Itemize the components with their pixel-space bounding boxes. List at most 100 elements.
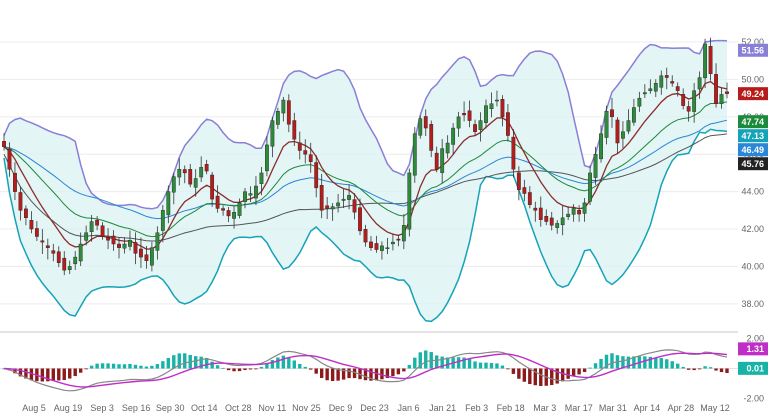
- candle-body: [314, 162, 319, 189]
- price-badge-label: 1.31: [746, 344, 764, 354]
- date-tick-label: Jan 6: [398, 403, 420, 413]
- macd-histogram-bar: [440, 356, 444, 369]
- macd-histogram-bar: [363, 368, 368, 381]
- macd-histogram-bar: [336, 368, 340, 381]
- date-tick-label: Apr 28: [668, 403, 695, 413]
- candle-body: [445, 142, 450, 154]
- candle-body: [122, 243, 127, 249]
- date-tick-label: Feb 3: [465, 403, 488, 413]
- candle-body: [484, 105, 488, 123]
- candle-body: [407, 172, 412, 230]
- candle-body: [549, 217, 554, 226]
- macd-histogram-bar: [681, 366, 685, 369]
- macd-histogram-bar: [78, 368, 83, 373]
- date-axis: Aug 5 Aug 19 Sep 3 Sep 16 Sep 30 Oct 14 Oct 28…: [22, 403, 730, 413]
- macd-histogram-bar: [626, 356, 631, 369]
- candle-body: [615, 119, 620, 144]
- candle-body: [703, 43, 707, 79]
- candle-body: [456, 116, 461, 129]
- macd-histogram-bar: [588, 367, 592, 369]
- date-tick-label: Dec 23: [360, 403, 389, 413]
- macd-histogram-bar: [676, 363, 680, 369]
- macd-histogram-bar: [210, 361, 214, 369]
- macd-axis: 2.00 -2.00: [743, 334, 764, 404]
- candle-body: [418, 118, 423, 136]
- candle-body: [210, 174, 215, 200]
- macd-histogram-bar: [139, 365, 143, 369]
- macd-histogram-bar: [73, 368, 77, 377]
- macd-histogram-bar: [292, 360, 296, 369]
- price-badge: [738, 129, 768, 143]
- candle-body: [604, 111, 609, 138]
- macd-histogram-bar: [232, 368, 236, 372]
- candle-body: [128, 240, 132, 247]
- candle-body: [325, 205, 330, 209]
- price-tick-label: 44.00: [741, 187, 764, 197]
- macd-histogram-bar: [166, 358, 171, 369]
- candle-body: [100, 225, 105, 237]
- macd-histogram-bar: [215, 365, 220, 369]
- macd-histogram-bar: [489, 362, 494, 369]
- candle-body: [675, 86, 680, 91]
- price-tick-label: 52.00: [741, 37, 764, 47]
- macd-histogram-bar: [369, 368, 373, 381]
- macd-histogram-bar: [106, 363, 110, 369]
- macd-histogram-bar: [456, 357, 461, 369]
- macd-histogram-bar: [254, 368, 258, 370]
- macd-histogram-bar: [303, 366, 307, 369]
- candle-body: [281, 99, 286, 114]
- candle-body: [270, 120, 275, 147]
- price-badge-label: 47.74: [741, 117, 764, 127]
- price-badge: [738, 157, 768, 171]
- candle-body: [95, 219, 100, 226]
- macd-histogram-bar: [478, 362, 483, 369]
- macd-histogram-bar: [122, 364, 127, 369]
- price-badge-label: 45.76: [741, 159, 764, 169]
- macd-histogram-bar: [714, 368, 718, 371]
- date-tick-label: Aug 5: [22, 403, 46, 413]
- macd-histogram-bar: [522, 368, 527, 382]
- macd-histogram-bar: [199, 356, 203, 369]
- candle-body: [593, 154, 598, 178]
- price-tick-label: 38.00: [741, 299, 764, 309]
- macd-histogram-bar: [341, 368, 346, 380]
- macd-histogram-bar: [309, 368, 313, 370]
- macd-histogram-bar: [391, 368, 395, 377]
- candle-body: [243, 191, 247, 202]
- macd-histogram-bar: [183, 353, 187, 369]
- macd-histogram-bar: [84, 368, 88, 370]
- macd-histogram-bar: [632, 356, 636, 369]
- macd-histogram-bar: [418, 352, 422, 369]
- macd-histogram: [0, 350, 738, 387]
- candle-body: [637, 97, 642, 107]
- macd-histogram-bar: [111, 363, 116, 369]
- macd-histogram-bar: [352, 368, 357, 379]
- macd-histogram-bar: [314, 368, 318, 374]
- candle-body: [7, 148, 12, 170]
- candle-body: [341, 198, 346, 201]
- candle-body: [642, 92, 647, 95]
- macd-histogram-bar: [648, 356, 653, 369]
- date-tick-label: Sep 16: [122, 403, 151, 413]
- candle-body: [166, 191, 171, 216]
- candle-body: [111, 235, 116, 245]
- candle-body: [221, 208, 225, 211]
- date-tick-label: Feb 18: [497, 403, 525, 413]
- candle-body: [13, 172, 17, 192]
- candle-body: [527, 192, 532, 205]
- candle-body: [659, 75, 664, 88]
- macd-histogram-bar: [46, 368, 50, 382]
- candle-body: [24, 208, 28, 219]
- macd-histogram-bar: [511, 368, 516, 374]
- macd-histogram-bar: [500, 365, 505, 369]
- macd-histogram-bar: [467, 358, 472, 369]
- macd-histogram-bar: [725, 368, 729, 373]
- macd-histogram-bar: [566, 368, 570, 379]
- candle-body: [489, 103, 494, 110]
- candle-body: [440, 148, 445, 173]
- date-tick-label: Nov 25: [292, 403, 321, 413]
- macd-histogram-bar: [462, 357, 466, 369]
- macd-histogram-bar: [539, 368, 543, 387]
- price-badge-label: 46.49: [741, 145, 764, 155]
